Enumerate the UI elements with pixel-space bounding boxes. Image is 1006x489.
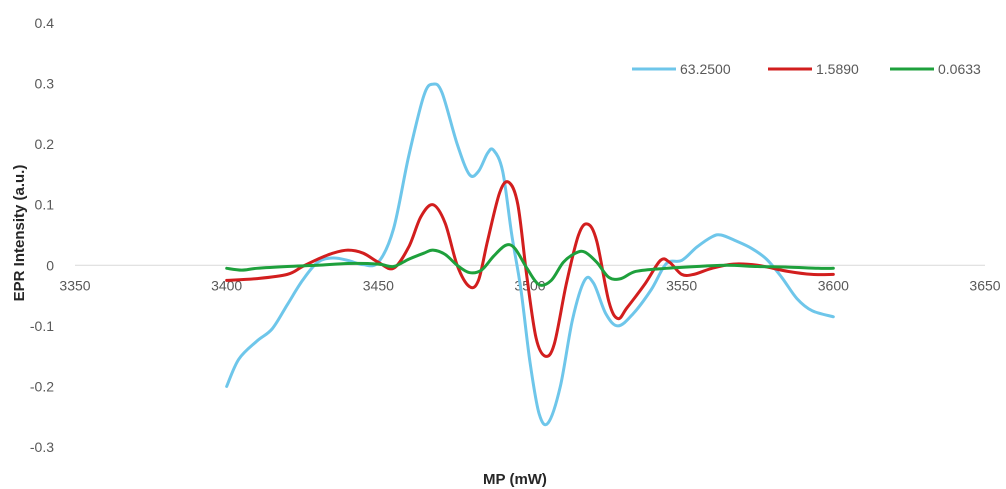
series-line-0.0633: [225, 243, 835, 287]
series-line-1.5890: [225, 180, 835, 358]
y-tick-label: 0.4: [35, 15, 55, 31]
x-axis-title: MP (mW): [483, 471, 547, 488]
legend-label: 63.2500: [680, 61, 731, 77]
series-line-63.2500: [225, 82, 835, 427]
legend: 63.2500 1.5890 0.0633: [632, 61, 981, 77]
y-tick-label: 0: [46, 257, 54, 273]
x-tick-label: 3550: [666, 277, 697, 293]
series-layer: [225, 82, 835, 427]
y-tick-label: 0.2: [35, 136, 55, 152]
legend-label: 1.5890: [816, 61, 859, 77]
y-tick-label: 0.1: [35, 197, 55, 213]
y-tick-label: -0.2: [30, 378, 54, 394]
y-tick-labels: 0.4 0.3 0.2 0.1 0 -0.1 -0.2 -0.3: [30, 15, 54, 455]
y-axis-title: EPR Intensity (a.u.): [11, 165, 28, 302]
x-tick-labels: 3350 3400 3450 3500 3550 3600 3650: [59, 277, 1000, 293]
x-tick-label: 3600: [818, 277, 849, 293]
x-tick-label: 3450: [363, 277, 394, 293]
y-tick-label: 0.3: [35, 76, 55, 92]
x-tick-label: 3650: [969, 277, 1000, 293]
y-tick-label: -0.1: [30, 318, 54, 334]
y-tick-label: -0.3: [30, 439, 54, 455]
legend-label: 0.0633: [938, 61, 981, 77]
x-tick-label: 3350: [59, 277, 90, 293]
